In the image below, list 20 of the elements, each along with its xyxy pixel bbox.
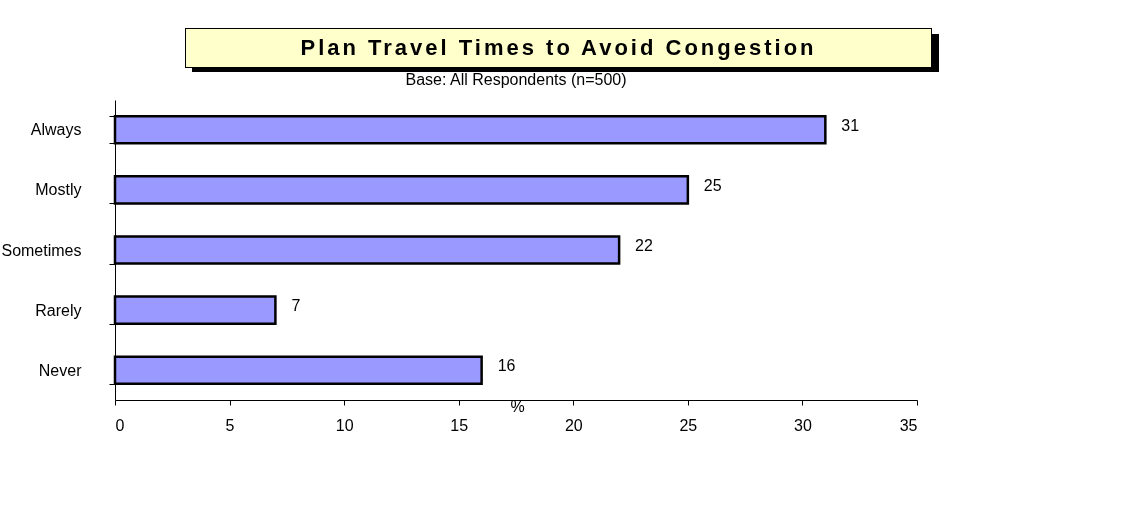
data-label: 22 xyxy=(635,237,654,254)
chart-subtitle: Base: All Respondents (n=500) xyxy=(405,71,627,88)
x-tick-label: 0 xyxy=(115,416,125,434)
x-tick-label: 15 xyxy=(450,416,469,434)
y-tick-label: Mostly xyxy=(35,181,82,199)
chart-title: Plan Travel Times to Avoid Congestion xyxy=(185,28,932,68)
x-tick-label: 30 xyxy=(794,416,812,434)
x-tick-label: 5 xyxy=(225,416,235,434)
y-tick-label: Sometimes xyxy=(1,241,82,259)
x-tick-label: 10 xyxy=(335,416,354,434)
y-tick-label: Never xyxy=(38,361,83,379)
x-tick-label: 25 xyxy=(679,416,698,434)
x-tick-label: 35 xyxy=(899,416,918,434)
data-label: 31 xyxy=(841,116,860,134)
data-label: 25 xyxy=(703,176,722,194)
y-tick-label: Always xyxy=(30,121,82,139)
data-label: 16 xyxy=(497,357,516,375)
x-tick-label: 20 xyxy=(564,416,583,434)
data-label: 7 xyxy=(291,297,301,315)
y-tick-label: Rarely xyxy=(35,301,82,319)
